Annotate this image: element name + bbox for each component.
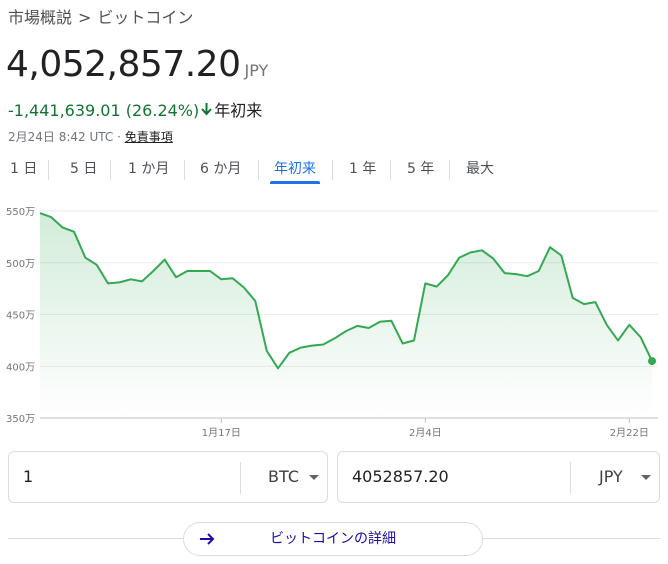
tab-label: 1 日 (10, 161, 38, 177)
tab-label: 6 か月 (200, 161, 242, 177)
chevron-down-icon[interactable] (641, 475, 651, 480)
tab-6m[interactable]: 6 か月 (200, 158, 241, 184)
chevron-down-icon[interactable] (309, 475, 319, 480)
y-tick-label: 350万 (6, 414, 35, 425)
btc-unit-select[interactable]: BTC (268, 467, 299, 486)
tab-ytd[interactable]: 年初来 (270, 158, 320, 184)
change-period: 年初来 (214, 101, 263, 120)
tab-divider (48, 160, 49, 180)
disclaimer-link[interactable]: 免責事項 (124, 130, 173, 144)
meta-separator: · (117, 130, 121, 144)
y-tick-label: 500万 (6, 259, 35, 270)
field-divider (240, 462, 241, 494)
jpy-unit-select[interactable]: JPY (599, 467, 623, 486)
tab-divider (258, 160, 259, 180)
tab-1d[interactable]: 1 日 (10, 158, 37, 184)
price-currency: JPY (244, 61, 269, 80)
tab-divider (332, 160, 333, 180)
breadcrumb: 市場概説 > ビットコイン (8, 4, 193, 28)
breadcrumb-current: ビットコイン (97, 8, 194, 27)
y-tick-label: 450万 (6, 311, 35, 322)
tab-1m[interactable]: 1 か月 (128, 158, 169, 184)
arrow-down-icon (201, 101, 212, 120)
latest-price-marker (648, 357, 656, 366)
tab-label: 5 年 (407, 161, 435, 177)
btc-amount-input[interactable]: 1 (23, 467, 34, 486)
x-tick-label: 2月4日 (409, 427, 442, 439)
tab-divider (184, 160, 185, 180)
breadcrumb-parent[interactable]: 市場概説 (8, 8, 73, 27)
timestamp: 2月24日 8:42 UTC (8, 130, 114, 144)
x-axis: 1月17日 2月4日 2月22日 (40, 417, 658, 439)
price-chart[interactable]: 550万 500万 450万 400万 350万 1月17日 2月4日 2月22日 (0, 196, 668, 446)
x-tick-label: 2月22日 (610, 427, 649, 439)
price-change: -1,441,639.01 (26.24%) 年初来 (8, 97, 262, 121)
tab-label: 5 日 (70, 161, 98, 177)
more-details-button[interactable]: ビットコインの詳細 (183, 522, 483, 556)
tab-max[interactable]: 最大 (466, 158, 494, 184)
price-area (40, 213, 652, 418)
tab-label: 1 年 (349, 161, 377, 177)
y-tick-label: 400万 (6, 362, 35, 373)
change-percent: (26.24%) (125, 101, 200, 120)
tab-label: 年初来 (274, 161, 316, 177)
more-details-label: ビットコインの詳細 (270, 531, 396, 547)
tab-5y[interactable]: 5 年 (407, 158, 434, 184)
range-tabs: 1 日 5 日 1 か月 6 か月 年初来 1 年 5 年 最大 (0, 158, 668, 188)
jpy-amount-input[interactable]: 4052857.20 (352, 467, 449, 486)
tab-divider (390, 160, 391, 180)
active-tab-indicator (270, 181, 320, 184)
converter-right: 4052857.20 JPY (337, 451, 660, 503)
timestamp-row: 2月24日 8:42 UTC · 免責事項 (8, 128, 173, 145)
converter-left: 1 BTC (8, 451, 328, 503)
y-tick-label: 550万 (6, 207, 35, 218)
tab-1y[interactable]: 1 年 (349, 158, 376, 184)
x-tick-label: 1月17日 (202, 427, 241, 439)
tab-label: 最大 (466, 161, 494, 177)
change-amount: -1,441,639.01 (8, 101, 121, 120)
arrow-right-icon (198, 529, 216, 549)
breadcrumb-separator: > (78, 8, 92, 27)
tab-5d[interactable]: 5 日 (70, 158, 97, 184)
price-value: 4,052,857.20 (6, 44, 241, 85)
field-divider (570, 462, 571, 494)
tab-divider (110, 160, 111, 180)
price-points (39, 212, 656, 369)
tab-divider (449, 160, 450, 180)
tab-label: 1 か月 (128, 161, 170, 177)
y-axis-labels: 550万 500万 450万 400万 350万 (6, 207, 35, 425)
price-header: 4,052,857.20 JPY (6, 44, 268, 85)
